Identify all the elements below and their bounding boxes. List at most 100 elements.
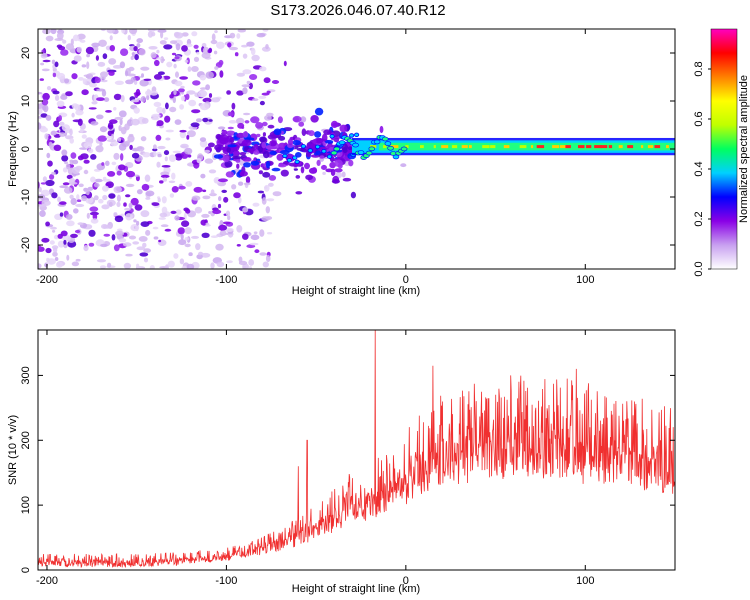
- spectrogram-cell: [179, 76, 189, 80]
- spectrogram-cell: [192, 80, 201, 86]
- line-peak: [390, 145, 399, 149]
- spectrogram-cell: [38, 107, 43, 115]
- spectrogram-cell: [145, 229, 151, 236]
- line-entry-cell: [392, 154, 400, 160]
- spectrogram-cell: [62, 182, 70, 186]
- spectrogram-cell: [200, 252, 211, 258]
- spectrogram-cell: [194, 92, 202, 98]
- spectrogram-cell: [102, 194, 108, 201]
- spectrogram-cell: [40, 182, 47, 185]
- spectrogram-cell: [121, 29, 126, 34]
- spectrogram-cell: [161, 196, 167, 204]
- spectrogram-hotspot: [321, 148, 327, 154]
- spectrogram-cell: [130, 76, 136, 82]
- line-peak: [559, 145, 568, 149]
- colorbar-tick-label: 0.4: [693, 161, 705, 176]
- spectrogram-cell: [179, 258, 185, 265]
- spectrogram-cell: [59, 212, 64, 217]
- spectrogram-cell: [136, 189, 143, 195]
- spectrogram-cell: [95, 145, 104, 153]
- spectrogram-cell: [70, 233, 78, 238]
- spectrogram-y-tick-label: 0: [20, 146, 32, 152]
- spectrogram-cell: [126, 73, 136, 77]
- spectrogram-cell: [320, 165, 328, 170]
- spectrogram-cell: [258, 170, 263, 175]
- spectrogram-cell: [156, 106, 164, 114]
- spectrogram-cell: [97, 61, 106, 67]
- spectrogram-cell: [256, 133, 261, 138]
- spectrogram-cell: [261, 197, 267, 205]
- spectrogram-cell: [46, 86, 52, 91]
- spectrogram-cell: [257, 190, 265, 194]
- spectrogram-cell: [347, 146, 353, 150]
- spectrogram-cell: [218, 178, 228, 183]
- spectrogram-cell: [42, 59, 51, 63]
- spectrogram-cell: [72, 159, 79, 165]
- spectrogram-cell: [185, 93, 190, 100]
- spectrogram-cell: [246, 80, 251, 85]
- spectrogram-cell: [174, 215, 180, 221]
- spectrogram-cell: [78, 183, 84, 188]
- spectrogram-cell: [102, 185, 109, 192]
- spectrogram-cell: [173, 63, 177, 69]
- spectrogram-cell: [149, 90, 158, 96]
- spectrogram-cell: [229, 137, 235, 144]
- spectrogram-cell: [171, 186, 179, 193]
- spectrogram-cell: [62, 39, 67, 44]
- spectrogram-cell: [59, 201, 67, 205]
- spectrogram-cell: [127, 34, 131, 41]
- colorbar-tick-label: 0.2: [693, 211, 705, 226]
- spectrogram-cell: [259, 136, 267, 143]
- spectrogram-cell: [41, 200, 51, 206]
- line-peak: [600, 145, 608, 149]
- spectrogram-cell: [172, 96, 176, 104]
- spectrogram-cell: [322, 171, 326, 175]
- colorbar-label: Normalized spectral amplitude: [738, 75, 750, 223]
- spectrogram-cell: [51, 59, 56, 65]
- spectrogram-cell: [164, 228, 172, 232]
- line-entry-cell: [368, 146, 376, 152]
- snr-series-line: [38, 330, 675, 569]
- spectrogram-cell: [329, 161, 336, 169]
- line-entry-cell: [400, 146, 408, 152]
- spectrogram-cell: [42, 105, 47, 111]
- spectrogram-cell: [173, 89, 177, 96]
- spectrogram-cell: [90, 121, 99, 126]
- spectrogram-cell: [151, 117, 160, 121]
- spectrogram-cell: [76, 46, 82, 53]
- spectrogram-cell: [98, 39, 107, 47]
- spectrogram-cell: [141, 117, 149, 124]
- spectrogram-cell: [311, 167, 317, 174]
- spectrogram-cell: [107, 262, 112, 268]
- spectrogram-cell: [146, 94, 150, 101]
- spectrogram-cell: [105, 136, 113, 139]
- spectrogram-cell: [193, 56, 200, 63]
- spectrogram-hotspot: [282, 153, 288, 159]
- spectrogram-cell: [163, 177, 167, 182]
- spectrogram-cell: [184, 237, 190, 241]
- spectrogram-cell: [115, 230, 125, 237]
- spectrogram-cell: [228, 120, 237, 124]
- spectrogram-cell: [105, 110, 112, 113]
- spectrogram-cell: [81, 195, 87, 202]
- spectrogram-cell: [180, 85, 185, 89]
- spectrogram-cell: [249, 242, 259, 246]
- spectrogram-cell: [262, 171, 271, 178]
- spectrogram-cell: [83, 169, 89, 175]
- spectrogram-cell: [186, 263, 195, 269]
- line-entry-cell: [352, 142, 359, 148]
- snr-y-tick-label: 200: [20, 431, 32, 449]
- spectrogram-cell: [75, 258, 81, 262]
- spectrogram-hotspot: [314, 144, 321, 149]
- spectrogram-cell: [46, 258, 56, 265]
- spectrogram-cell: [53, 144, 62, 151]
- spectrogram-cell: [38, 115, 42, 119]
- spectrogram-cell: [178, 239, 187, 246]
- spectrogram-cell: [102, 53, 108, 60]
- spectrogram-cell: [262, 261, 269, 268]
- spectrogram-cell: [324, 139, 334, 144]
- spectrogram-cell: [163, 44, 173, 50]
- spectrogram-cell: [379, 125, 384, 134]
- snr-x-tick-label: -100: [215, 575, 237, 587]
